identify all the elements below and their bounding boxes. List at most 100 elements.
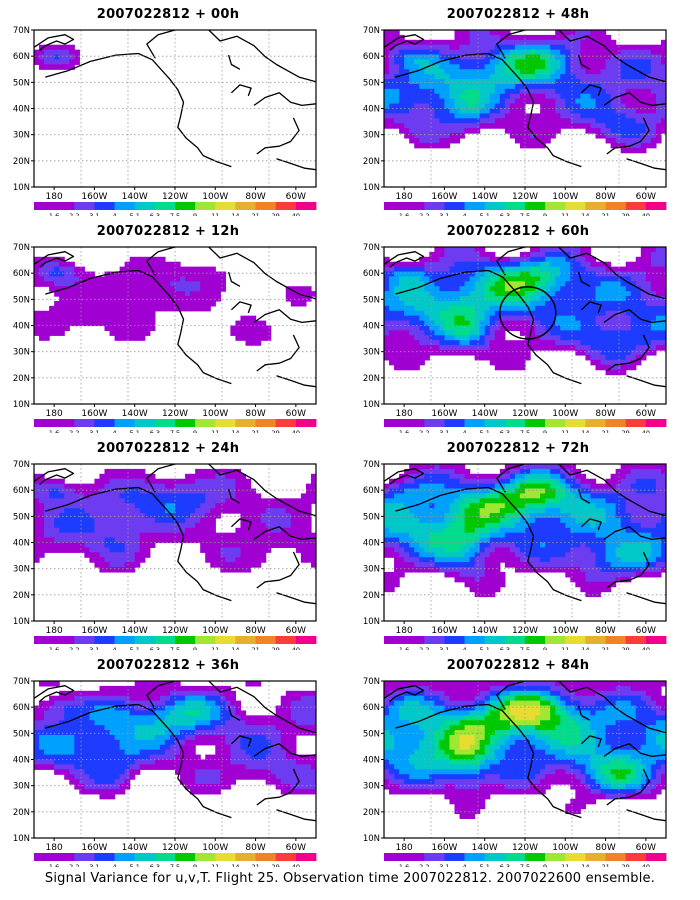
colorbar-label: 14: [581, 212, 589, 216]
lat-label: 10N: [13, 183, 30, 193]
colorbar-label: 5.1: [130, 429, 140, 433]
colorbar-swatch: [114, 202, 136, 210]
colorbar-swatch: [235, 419, 256, 427]
lon-label: 80W: [595, 626, 615, 636]
lat-label: 30N: [363, 565, 380, 575]
colorbar-swatch: [195, 419, 216, 427]
lat-label: 10N: [363, 617, 380, 627]
colorbar-swatch: [54, 636, 75, 644]
lon-label: 100W: [552, 192, 578, 202]
lon-label: 60W: [636, 409, 656, 419]
variance-map: 10N 20N 30N 40N 50N 60N 70N 180 160W 140W 120W 100W…: [13, 677, 317, 867]
colorbar: 1.6 2.2 3.1 4 5.1 6.3 7.5 9 11 14 21 29 40: [384, 853, 667, 867]
colorbar-label: 5.1: [130, 646, 140, 650]
colorbar-label: 9: [543, 863, 547, 867]
colorbar-label: 4: [463, 646, 467, 650]
colorbar-swatch: [54, 853, 75, 861]
lat-label: 40N: [363, 539, 380, 549]
map-panel: 2007022812 + 60h 10N 20N 30N 40N 50N 60N 70N 18…: [350, 217, 686, 433]
variance-map: 10N 20N 30N 40N 50N 60N 70N 180 160W 140W 120W 100W…: [13, 460, 317, 650]
colorbar-label: 29: [272, 863, 280, 867]
colorbar-label: 6.3: [500, 212, 510, 216]
colorbar-label: 11: [211, 429, 219, 433]
graticule: [384, 30, 666, 187]
lat-label: 40N: [363, 105, 380, 115]
graticule: [34, 30, 316, 187]
colorbar-swatch: [565, 202, 586, 210]
colorbar-swatch: [484, 419, 506, 427]
lon-label: 180: [46, 192, 63, 202]
lon-label: 100W: [202, 626, 228, 636]
lon-label: 140W: [122, 626, 148, 636]
graticule: [384, 464, 666, 621]
lat-label: 50N: [13, 295, 30, 305]
colorbar-swatch: [275, 419, 297, 427]
colorbar-swatch: [404, 636, 425, 644]
colorbar-swatch: [215, 853, 236, 861]
lat-label: 40N: [13, 756, 30, 766]
colorbar-label: 1.6: [399, 646, 409, 650]
colorbar-swatch: [645, 853, 667, 861]
colorbar-label: 2.2: [69, 429, 79, 433]
colorbar-swatch: [114, 419, 136, 427]
colorbar: 1.6 2.2 3.1 4 5.1 6.3 7.5 9 11 14 21 29 40: [384, 202, 667, 216]
lon-label: 140W: [472, 626, 498, 636]
colorbar-label: 11: [211, 863, 219, 867]
map-panel: 2007022812 + 24h 10N 20N 30N 40N 50N 60N 70N 18…: [0, 434, 336, 650]
target-region-circle: [499, 286, 557, 340]
colorbar-label: 14: [231, 429, 239, 433]
colorbar-swatch: [154, 853, 176, 861]
colorbar: 1.6 2.2 3.1 4 5.1 6.3 7.5 9 11 14 21 29 40: [384, 419, 667, 433]
lat-label: 70N: [13, 26, 30, 36]
colorbar-swatch: [54, 419, 75, 427]
lon-label: 80W: [595, 409, 615, 419]
lon-label: 120W: [162, 843, 188, 853]
colorbar-swatch: [384, 202, 405, 210]
colorbar-label: 2.2: [419, 863, 429, 867]
colorbar-label: 9: [193, 863, 197, 867]
colorbar-label: 5.1: [480, 212, 490, 216]
colorbar-swatch: [484, 853, 506, 861]
colorbar-label: 9: [543, 646, 547, 650]
coastline: [34, 681, 316, 822]
map-panel: 2007022812 + 36h 10N 20N 30N 40N 50N 60N 70N 18…: [0, 651, 336, 867]
colorbar-label: 40: [642, 646, 650, 650]
colorbar-label: 29: [622, 646, 630, 650]
colorbar-swatch: [295, 853, 317, 861]
colorbar-label: 40: [292, 429, 300, 433]
colorbar-label: 4: [463, 863, 467, 867]
lon-label: 80W: [245, 409, 265, 419]
lat-label: 30N: [363, 131, 380, 141]
colorbar-swatch: [54, 202, 75, 210]
graticule: [384, 681, 666, 838]
colorbar-swatch: [484, 636, 506, 644]
colorbar-label: 5.1: [480, 646, 490, 650]
colorbar-label: 3.1: [439, 212, 449, 216]
colorbar-label: 14: [581, 646, 589, 650]
colorbar-swatch: [565, 419, 586, 427]
colorbar-label: 1.6: [49, 646, 59, 650]
lon-label: 60W: [636, 192, 656, 202]
map-panel: 2007022812 + 72h 10N 20N 30N 40N 50N 60N 70N 18…: [350, 434, 686, 650]
colorbar-label: 3.1: [439, 429, 449, 433]
lat-label: 30N: [363, 348, 380, 358]
lon-label: 120W: [162, 409, 188, 419]
colorbar: 1.6 2.2 3.1 4 5.1 6.3 7.5 9 11 14 21 29 40: [34, 419, 317, 433]
colorbar-label: 5.1: [480, 863, 490, 867]
colorbar-label: 14: [231, 212, 239, 216]
colorbar-label: 7.5: [170, 646, 180, 650]
colorbar-swatch: [545, 202, 566, 210]
colorbar-swatch: [525, 419, 546, 427]
colorbar-swatch: [464, 202, 486, 210]
colorbar-label: 3.1: [89, 646, 99, 650]
colorbar-swatch: [154, 202, 176, 210]
colorbar-label: 4: [113, 646, 117, 650]
colorbar-swatch: [504, 853, 526, 861]
colorbar-swatch: [484, 202, 506, 210]
colorbar-swatch: [464, 419, 486, 427]
lat-label: 20N: [363, 808, 380, 818]
panel-title: 2007022812 + 60h: [446, 224, 590, 239]
lat-label: 30N: [13, 348, 30, 358]
colorbar-label: 3.1: [439, 646, 449, 650]
lat-label: 70N: [363, 243, 380, 253]
